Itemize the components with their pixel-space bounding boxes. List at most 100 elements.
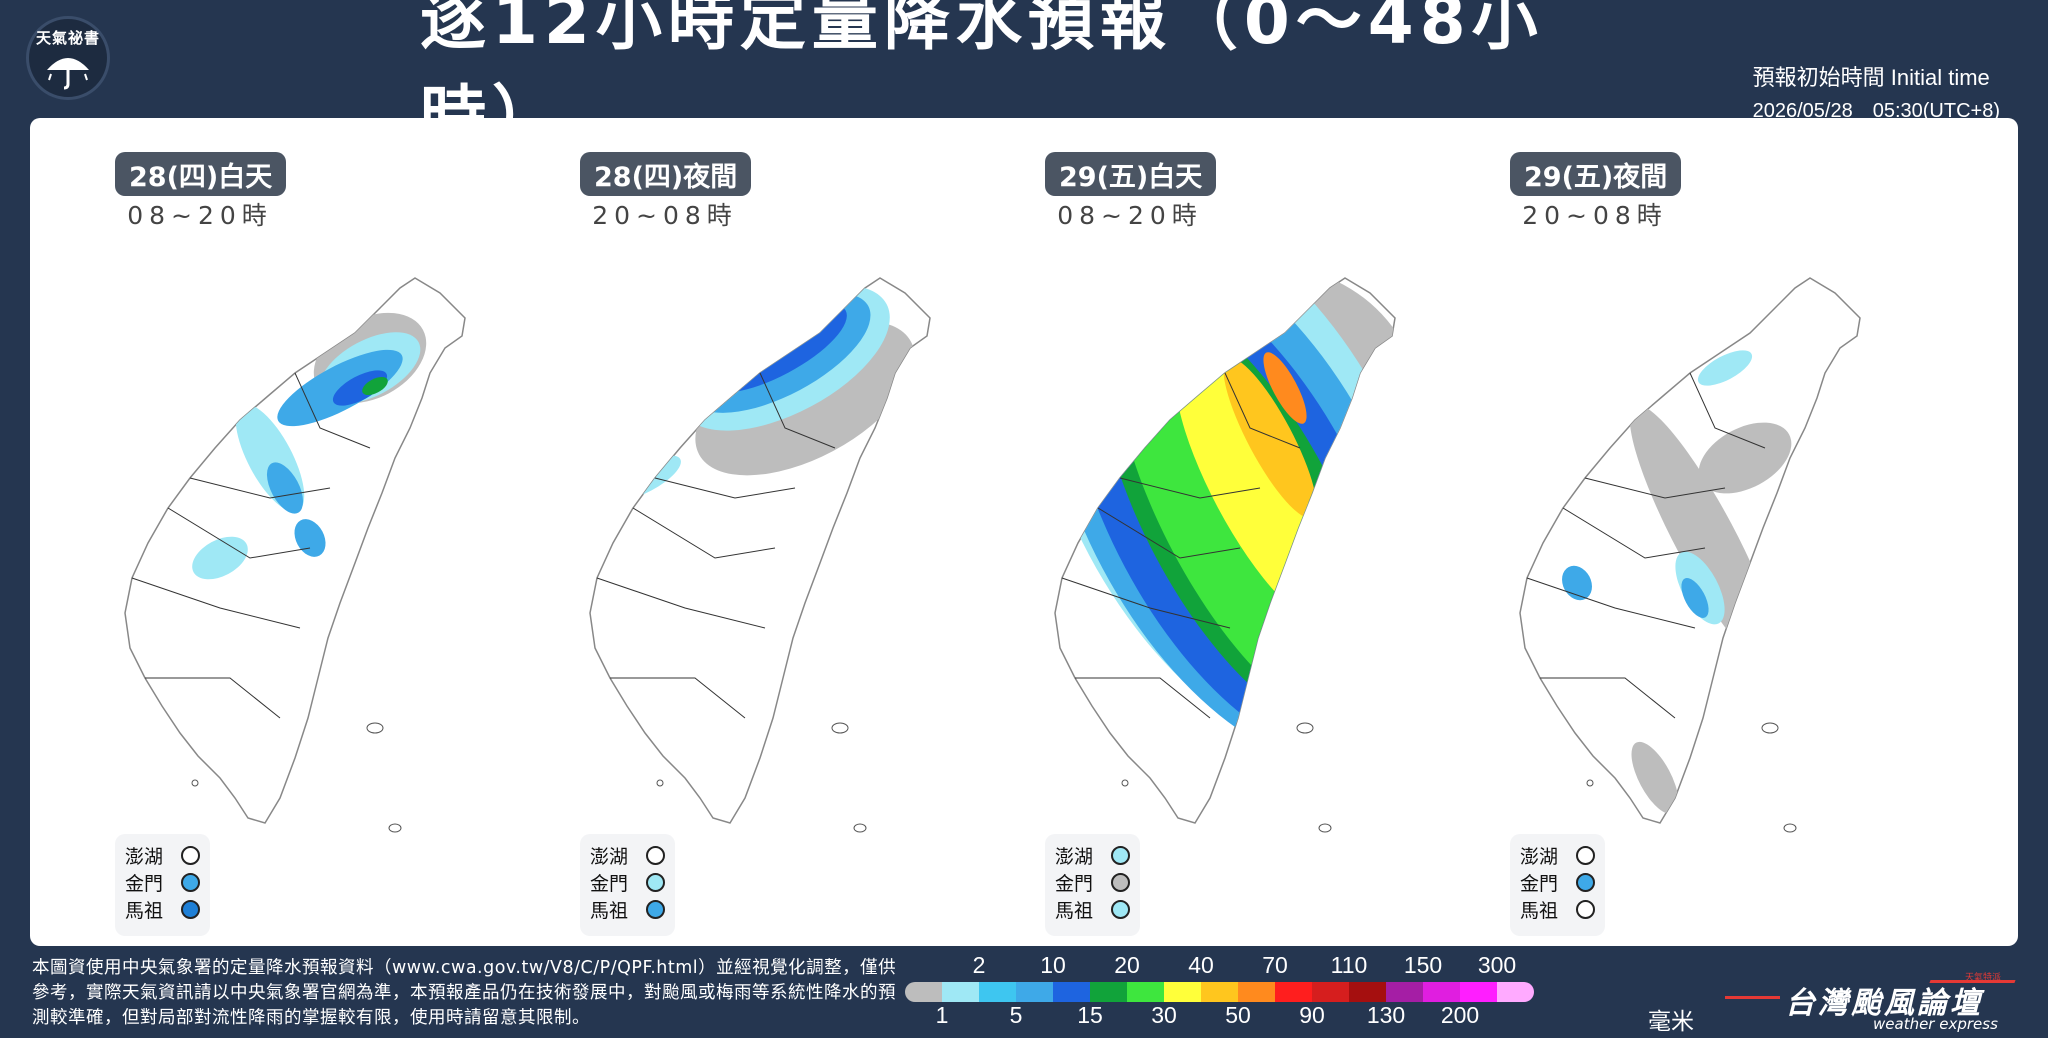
island-name: 馬祖 [125,900,164,922]
island-row-kinmen: 金門 [590,869,665,896]
rain-area [1631,741,1679,815]
small-island [656,779,664,787]
island-name: 金門 [590,873,629,895]
legend-swatch [1349,982,1386,1002]
brand-tag: 天氣特派 [1965,973,2002,983]
period-hours: 20~08時 [1522,201,1668,230]
island-name: 澎湖 [590,846,629,868]
island-row-penghu: 澎湖 [1520,842,1595,869]
legend-swatch [979,982,1016,1002]
small-island [191,779,199,787]
period-label: 29(五)白天 [1045,152,1217,196]
rain-area [1698,422,1792,494]
period-hours: 08~20時 [127,201,273,230]
umbrella-icon [47,57,89,89]
small-island [1296,722,1314,734]
outlying-islands: 澎湖 金門 馬祖 [115,834,210,936]
legend-unit: 毫米 [1648,1009,1694,1035]
rain-area [1681,578,1709,618]
outlying-islands: 澎湖 金門 馬祖 [580,834,675,936]
county-borders [1061,372,1301,719]
forecast-map-2: 29(五)白天 08~20時 澎湖 金門 馬祖 [1000,118,1465,946]
island-row-kinmen: 金門 [125,869,200,896]
brand-name: 台灣颱風論壇 [1785,986,1983,1021]
legend-tick-label: 150 [1403,952,1443,978]
county-borders [596,372,836,719]
island-name: 馬祖 [590,900,629,922]
small-island [388,823,402,833]
legend-tick-label: 200 [1440,1002,1480,1028]
logo-text: 天氣祕書 [35,28,100,47]
island-name: 澎湖 [125,846,164,868]
small-island [1121,779,1129,787]
legend-swatch [1312,982,1349,1002]
rainfall-legend: 2 10 20 40 70 110 150 300 1 5 15 30 50 90 130 200 毫米 [905,952,1695,1035]
island-row-penghu: 澎湖 [1055,842,1130,869]
island-name: 馬祖 [1520,900,1559,922]
period-label: 28(四)白天 [115,152,287,196]
rainfall-shading [1055,278,1395,764]
legend-tick-label: 20 [1114,952,1140,978]
legend-swatch [1053,982,1090,1002]
legend-tick-label: 130 [1366,1002,1406,1028]
island-name: 金門 [1055,873,1094,895]
small-island [1783,823,1797,833]
legend-tick-label: 2 [972,952,986,978]
small-island [1761,722,1779,734]
island-dot [646,846,665,865]
legend-tick-label: 90 [1299,1002,1325,1028]
island-dot [646,873,665,892]
legend-swatch [1423,982,1460,1002]
legend-swatch [942,982,979,1002]
island-dot [181,846,200,865]
legend-swatch [1127,982,1164,1002]
small-island [1318,823,1332,833]
legend-swatch [1016,982,1053,1002]
island-dot [181,873,200,892]
legend-tick-label: 50 [1225,1002,1251,1028]
outlying-islands: 澎湖 金門 馬祖 [1045,834,1140,936]
legend-swatch [905,982,942,1002]
small-island [366,722,384,734]
rain-area [1263,352,1307,424]
island-row-matsu: 馬祖 [1055,896,1130,923]
legend-bottom-labels: 1 5 15 30 50 90 130 200 [905,1002,1695,1028]
footnote: 本圖資使用中央氣象署的定量降水預報資料（www.cwa.gov.tw/V8/C/… [32,958,897,1028]
legend-swatch [1460,982,1497,1002]
island-dot [1576,900,1595,919]
rain-area [1562,565,1592,601]
rain-area [266,462,304,514]
forecast-map-0: 28(四)白天 08~20時 澎湖 金門 馬祖 [70,118,535,946]
legend-color-bar [905,982,1534,1002]
island-row-matsu: 馬祖 [590,896,665,923]
island-row-penghu: 澎湖 [590,842,665,869]
page-title: 逐12小時定量降水預報（0～48小時） [420,0,1544,155]
initial-time: 預報初始時間 Initial time 2026/05/28 05:30(UTC… [1753,60,2000,123]
legend-swatch [1386,982,1423,1002]
rain-area [1697,350,1753,386]
small-island [1586,779,1594,787]
legend-tick-label: 5 [1009,1002,1023,1028]
island-dot [1576,873,1595,892]
legend-tick-label: 30 [1151,1002,1177,1028]
island-row-matsu: 馬祖 [1520,896,1595,923]
legend-tick-label: 40 [1188,952,1214,978]
period-hours: 20~08時 [592,201,738,230]
legend-top-labels: 2 10 20 40 70 110 150 300 [905,952,1695,978]
county-borders [1526,372,1766,719]
island-name: 金門 [125,873,164,895]
brand-logo: 天氣特派 台灣颱風論壇 weather express [1725,972,2025,1033]
island-row-matsu: 馬祖 [125,896,200,923]
rain-area [192,536,248,580]
rain-area [362,376,388,396]
period-hours: 08~20時 [1057,201,1203,230]
legend-swatch [1164,982,1201,1002]
small-island [853,823,867,833]
rain-area [294,519,326,557]
legend-tick-label: 1 [935,1002,949,1028]
legend-swatch [1090,982,1127,1002]
legend-swatch [1497,982,1534,1002]
legend-tick-label: 70 [1262,952,1288,978]
period-label: 29(五)夜間 [1510,152,1682,196]
legend-swatch [1275,982,1312,1002]
